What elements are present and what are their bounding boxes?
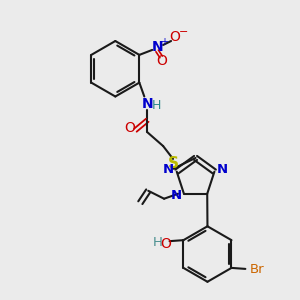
Text: S: S: [167, 156, 178, 171]
Text: O: O: [157, 54, 168, 68]
Text: −: −: [179, 27, 189, 37]
Text: N: N: [163, 163, 174, 176]
Text: H: H: [153, 236, 163, 249]
Text: Br: Br: [250, 263, 265, 276]
Text: N: N: [142, 98, 153, 111]
Text: +: +: [160, 37, 168, 47]
Text: N: N: [217, 163, 228, 176]
Text: O: O: [124, 121, 135, 135]
Text: H: H: [152, 99, 161, 112]
Text: N: N: [170, 189, 182, 202]
Text: N: N: [152, 40, 163, 54]
Text: O: O: [160, 237, 171, 251]
Text: O: O: [169, 30, 181, 44]
